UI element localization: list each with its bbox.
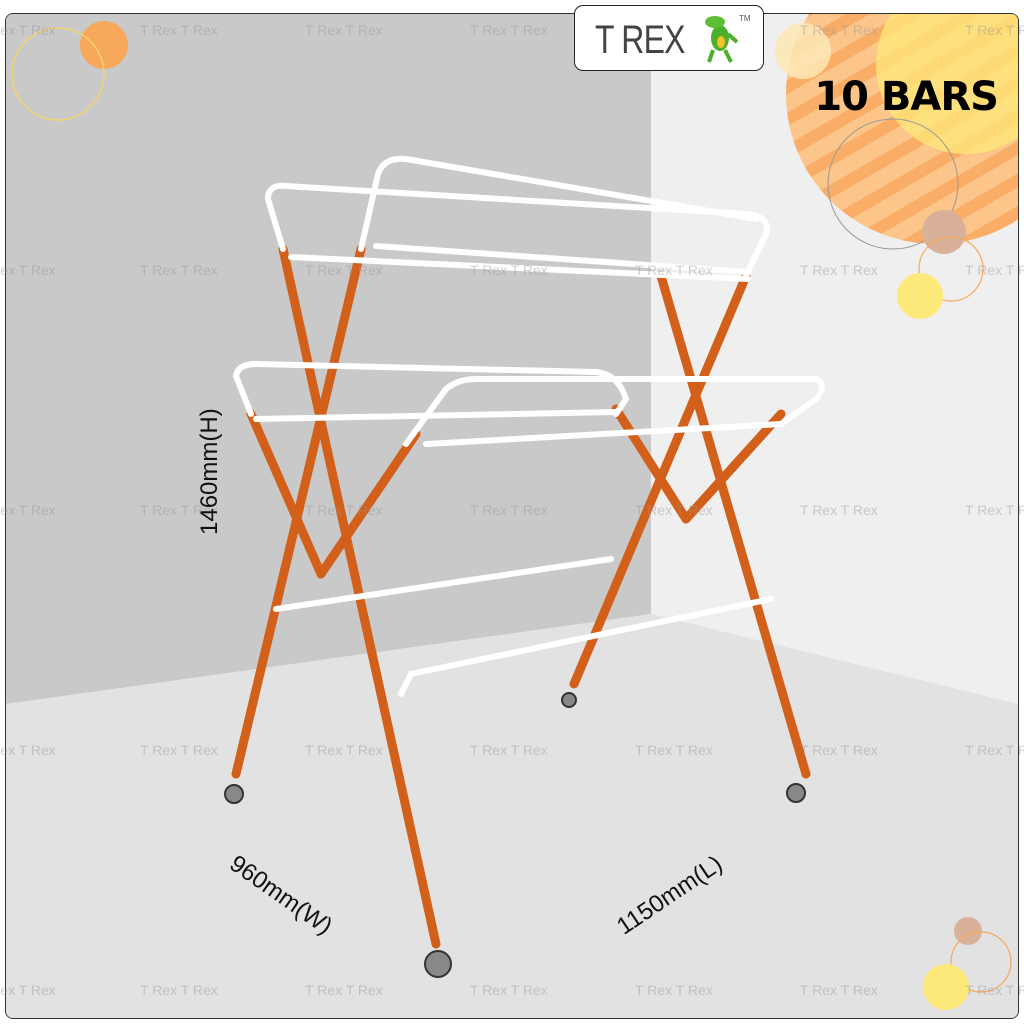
watermark-text: T Rex T Rex (470, 262, 548, 278)
deco-ring (827, 118, 959, 250)
left-wall (6, 14, 651, 704)
deco-circle (80, 21, 128, 69)
watermark-text: T Rex T Rex (965, 742, 1024, 758)
logo-text: T REX (595, 18, 685, 62)
watermark-text: T Rex T Rex (140, 502, 218, 518)
watermark-text: T Rex T Rex (800, 22, 878, 38)
watermark-text: T Rex T Rex (635, 502, 713, 518)
height-dimension-label: 1460mm(H) (196, 408, 223, 535)
watermark-text: T Rex T Rex (470, 982, 548, 998)
deco-circle (897, 273, 943, 319)
watermark-text: T Rex T Rex (635, 262, 713, 278)
deco-ring (918, 236, 984, 302)
watermark-text: T Rex T Rex (0, 22, 56, 38)
watermark-text: T Rex T Rex (305, 262, 383, 278)
watermark-text: T Rex T Rex (0, 982, 56, 998)
caster-wheels (224, 692, 806, 978)
watermark-text: T Rex T Rex (0, 262, 56, 278)
deco-ring (950, 931, 1012, 993)
watermark-text: T Rex T Rex (305, 502, 383, 518)
watermark-text: T Rex T Rex (800, 262, 878, 278)
watermark-text: T Rex T Rex (965, 982, 1024, 998)
bars-count-badge: 10 BARS (814, 74, 999, 120)
deco-circle (775, 23, 831, 79)
watermark-text: T Rex T Rex (800, 982, 878, 998)
watermark-text: T Rex T Rex (470, 742, 548, 758)
watermark-text: T Rex T Rex (635, 742, 713, 758)
trademark-mark: TM (739, 14, 751, 23)
deco-circle (922, 210, 966, 254)
watermark-text: T Rex T Rex (800, 502, 878, 518)
watermark-text: T Rex T Rex (470, 502, 548, 518)
watermark-text: T Rex T Rex (305, 982, 383, 998)
watermark-text: T Rex T Rex (140, 982, 218, 998)
floor (6, 614, 1018, 1018)
watermark-text: T Rex T Rex (800, 742, 878, 758)
watermark-text: T Rex T Rex (0, 742, 56, 758)
deco-circle (923, 964, 969, 1010)
watermark-text: T Rex T Rex (965, 262, 1024, 278)
dinosaur-mascot-icon (705, 16, 739, 63)
watermark-text: T Rex T Rex (635, 982, 713, 998)
watermark-text: T Rex T Rex (140, 742, 218, 758)
watermark-text: T Rex T Rex (965, 22, 1024, 38)
watermark-text: T Rex T Rex (470, 22, 548, 38)
watermark-text: T Rex T Rex (140, 262, 218, 278)
product-image-frame (5, 13, 1019, 1019)
deco-circle (954, 917, 982, 945)
watermark-text: T Rex T Rex (965, 502, 1024, 518)
watermark-text: T Rex T Rex (0, 502, 56, 518)
product-scene (6, 14, 1018, 1018)
watermark-text: T Rex T Rex (140, 22, 218, 38)
watermark-text: T Rex T Rex (305, 22, 383, 38)
clothes-rack (224, 155, 825, 978)
watermark-text: T Rex T Rex (305, 742, 383, 758)
deco-circle (876, 14, 1018, 154)
deco-ring (11, 27, 105, 121)
brand-logo: T REX TM (574, 5, 764, 71)
rack-rails (232, 155, 825, 697)
